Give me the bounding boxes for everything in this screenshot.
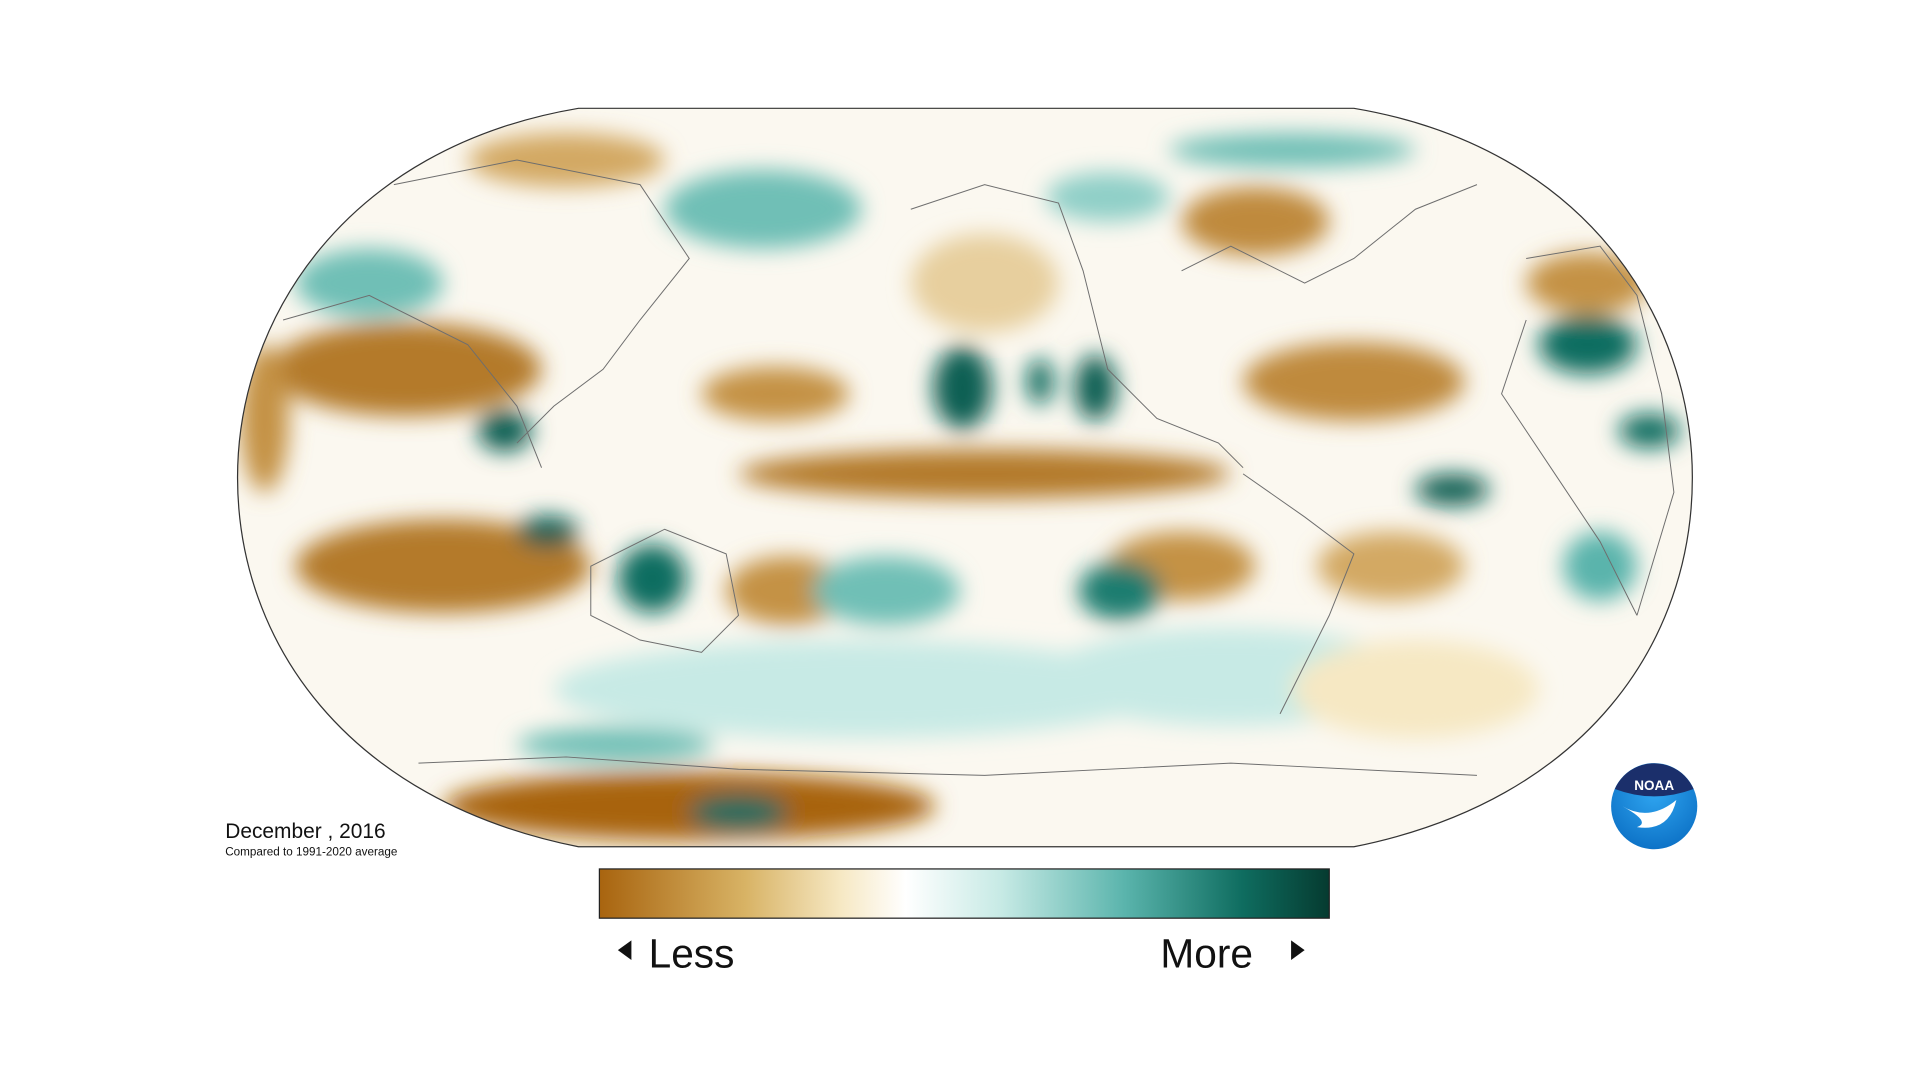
colorbar: [598, 868, 1330, 919]
logo-text: NOAA: [1634, 778, 1674, 793]
less-arrow: [617, 940, 632, 961]
map-outline: [236, 107, 1693, 848]
less-label: Less: [649, 930, 735, 976]
anomaly-map: [237, 108, 1693, 847]
subtitle: Compared to 1991-2020 average: [225, 845, 397, 858]
anomaly-field: [240, 132, 1681, 841]
more-arrow: [1291, 940, 1305, 961]
coastlines: [282, 159, 1675, 776]
more-label: More: [1160, 930, 1253, 976]
date-label: December , 2016: [225, 820, 385, 843]
scaled-layout: December , 2016 Compared to 1991-2020 av…: [225, 107, 1698, 976]
noaa-logo: NOAA: [1611, 763, 1698, 850]
